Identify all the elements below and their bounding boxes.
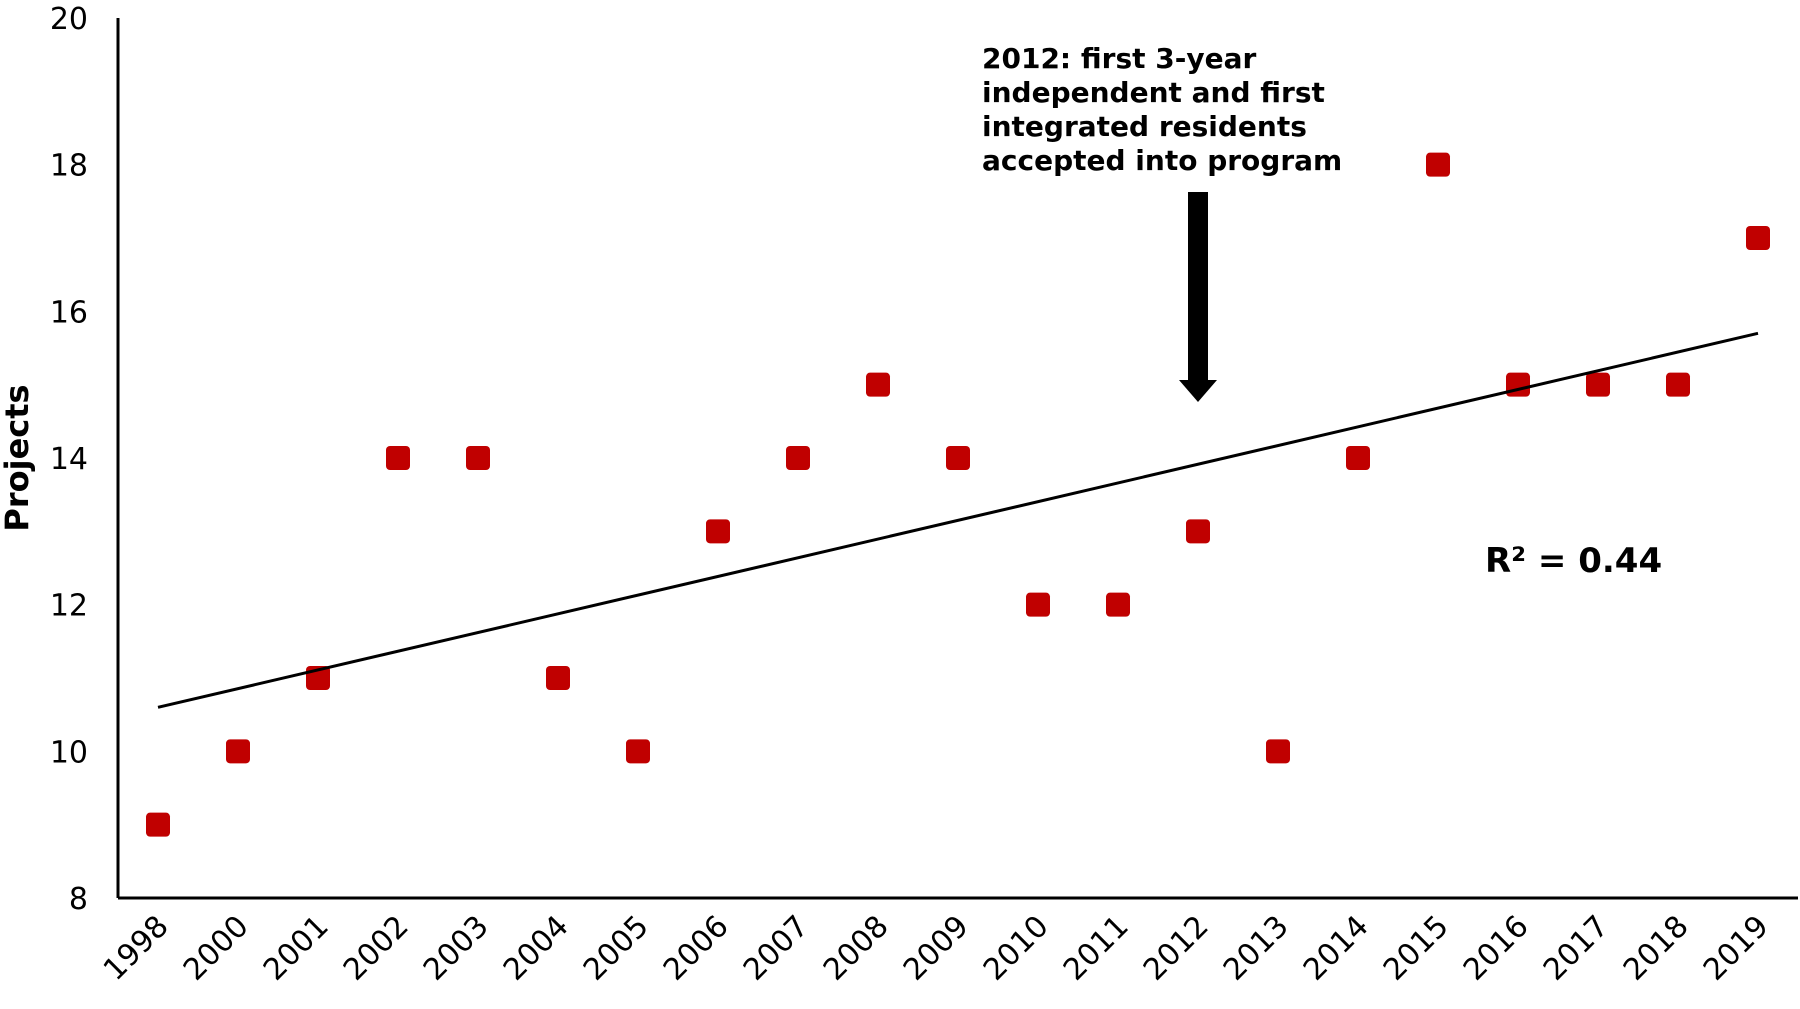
y-tick-labels: 8 10 12 14 16 18 20 (50, 2, 88, 917)
annotation: 2012: first 3-year independent and first… (982, 42, 1342, 402)
data-point (626, 739, 650, 764)
x-tick-label: 2014 (1297, 909, 1376, 988)
data-point (1346, 446, 1370, 470)
data-point (1666, 372, 1690, 397)
data-point (866, 372, 890, 397)
data-point (1266, 739, 1290, 764)
data-point (1586, 372, 1610, 397)
x-tick-label: 2016 (1457, 909, 1536, 988)
arrow-head (1179, 380, 1217, 402)
data-point (1506, 372, 1530, 397)
data-point (226, 739, 250, 764)
data-point (1746, 226, 1770, 250)
x-tick-label: 2018 (1617, 909, 1696, 988)
data-point (706, 519, 730, 544)
arrow-shaft (1188, 192, 1208, 382)
annotation-arrow (1179, 192, 1217, 402)
annotation-line: accepted into program (982, 144, 1342, 177)
x-tick-label: 2013 (1217, 909, 1296, 988)
y-tick-label: 10 (50, 735, 88, 770)
x-tick-label: 2009 (897, 909, 976, 988)
x-tick-label: 2004 (497, 909, 576, 988)
x-tick-label: 2017 (1537, 909, 1616, 988)
y-tick-label: 18 (50, 149, 88, 184)
y-tick-label: 8 (69, 882, 88, 917)
data-points (146, 152, 1770, 837)
x-tick-label: 2015 (1377, 909, 1456, 988)
y-tick-label: 12 (50, 589, 88, 624)
x-tick-label: 2006 (657, 909, 736, 988)
x-tick-label: 2011 (1057, 909, 1136, 988)
x-tick-label: 2019 (1697, 909, 1776, 988)
x-tick-label: 2000 (177, 909, 256, 988)
data-point (466, 446, 490, 470)
y-tick-label: 16 (50, 295, 88, 330)
data-point (1426, 152, 1450, 177)
x-tick-label: 1998 (97, 909, 176, 988)
x-tick-label: 2002 (337, 909, 416, 988)
x-tick-label: 2003 (417, 909, 496, 988)
data-point (546, 666, 570, 690)
r-squared-label: R² = 0.44 (1485, 541, 1662, 581)
data-point (386, 446, 410, 470)
data-point (146, 812, 170, 837)
data-point (1106, 592, 1130, 617)
x-tick-label: 2008 (817, 909, 896, 988)
x-tick-label: 2005 (577, 909, 656, 988)
data-point (946, 446, 970, 470)
data-point (1026, 592, 1050, 617)
annotation-line: independent and first (982, 76, 1325, 109)
data-point (1186, 519, 1210, 544)
y-tick-label: 14 (50, 442, 88, 477)
x-tick-label: 2001 (257, 909, 336, 988)
annotation-line: 2012: first 3-year (982, 42, 1256, 75)
x-tick-label: 2007 (737, 909, 816, 988)
x-tick-labels: 1998 2000 2001 2002 2003 2004 2005 2006 2007 2008… (97, 909, 1776, 988)
data-point (786, 446, 810, 470)
annotation-line: integrated residents (982, 110, 1307, 143)
x-tick-label: 2012 (1137, 909, 1216, 988)
y-tick-label: 20 (50, 2, 88, 37)
trendline (157, 331, 1759, 709)
x-tick-label: 2010 (977, 909, 1056, 988)
y-axis-title: Projects (0, 384, 36, 531)
